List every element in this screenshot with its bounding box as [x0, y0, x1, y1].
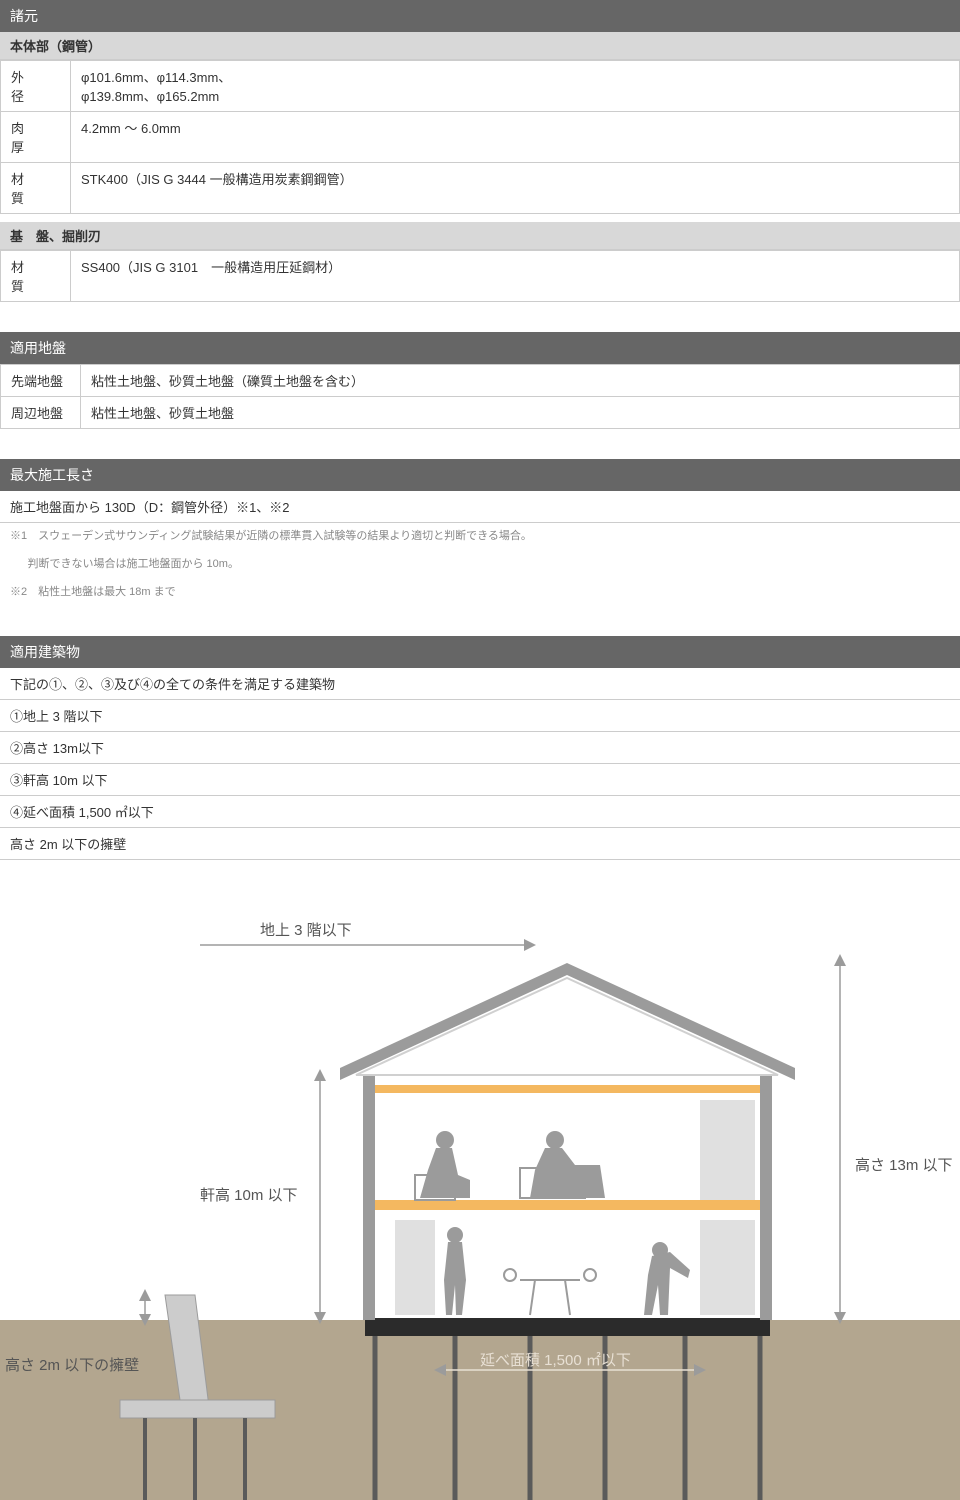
spec-base-table: 材 質SS400（JIS G 3101 一般構造用圧延鋼材）: [0, 250, 960, 302]
diagram-person-standing: [444, 1227, 466, 1315]
spec-value: SS400（JIS G 3101 一般構造用圧延鋼材）: [71, 251, 960, 302]
diagram-table: [504, 1269, 596, 1315]
diagram-wall-right: [760, 1075, 772, 1320]
spec-body-table: 外 径φ101.6mm、φ114.3mm、 φ139.8mm、φ165.2mm …: [0, 60, 960, 214]
diagram-wall-left: [363, 1075, 375, 1320]
building-intro: 下記の①、②、③及び④の全ての条件を満足する建築物: [0, 668, 960, 700]
diagram-label-eave: 軒高 10m 以下: [200, 1187, 298, 1204]
building-item: ③軒高 10m 以下: [0, 764, 960, 796]
diagram-label-height: 高さ 13m 以下: [855, 1157, 953, 1174]
sub-header-base: 基 盤、掘削刃: [0, 222, 960, 250]
building-extra: 高さ 2m 以下の擁壁: [0, 828, 960, 860]
diagram-label-floors: 地上 3 階以下: [260, 922, 352, 939]
spec-label: 肉 厚: [1, 112, 71, 163]
length-note: ※1 スウェーデン式サウンディング試験結果が近隣の標準貫入試験等の結果より適切と…: [0, 523, 960, 551]
diagram-label-wall: 高さ 2m 以下の擁壁: [5, 1357, 139, 1374]
spec-value: STK400（JIS G 3444 一般構造用炭素鋼鋼管）: [71, 163, 960, 214]
diagram-foundation: [365, 1318, 770, 1336]
diagram-roof: [340, 963, 795, 1080]
building-diagram: 地上 3 階以下 高さ 13m 以下 軒高 10m 以下 延べ面積 1,500 …: [0, 880, 960, 1500]
spec-value: 4.2mm ～ 6.0mm: [71, 112, 960, 163]
length-main: 施工地盤面から 130D（D：鋼管外径）※1、※2: [0, 491, 960, 523]
length-note: 判断できない場合は施工地盤面から 10m。: [0, 551, 960, 579]
building-item: ①地上 3 階以下: [0, 700, 960, 732]
diagram-person-sitting-1: [415, 1131, 470, 1200]
section-header-length: 最大施工長さ: [0, 459, 960, 491]
ground-table: 先端地盤粘性土地盤、砂質土地盤（礫質土地盤を含む） 周辺地盤粘性土地盤、砂質土地…: [0, 364, 960, 429]
sub-header-body: 本体部（鋼管）: [0, 32, 960, 60]
ground-label: 先端地盤: [1, 365, 81, 397]
diagram-ceiling: [375, 1085, 760, 1093]
ground-value: 粘性土地盤、砂質土地盤（礫質土地盤を含む）: [81, 365, 960, 397]
diagram-label-area: 延べ面積 1,500 ㎡以下: [480, 1352, 631, 1369]
spec-label: 材 質: [1, 251, 71, 302]
spec-value: φ101.6mm、φ114.3mm、 φ139.8mm、φ165.2mm: [71, 61, 960, 112]
ground-label: 周辺地盤: [1, 397, 81, 429]
diagram-person-bending: [644, 1242, 690, 1315]
diagram-floor-2: [375, 1200, 760, 1210]
section-header-building: 適用建築物: [0, 636, 960, 668]
section-header-ground: 適用地盤: [0, 332, 960, 364]
diagram-person-sitting-2: [520, 1131, 605, 1198]
spec-label: 材 質: [1, 163, 71, 214]
building-item: ④延べ面積 1,500 ㎡以下: [0, 796, 960, 828]
spec-label: 外 径: [1, 61, 71, 112]
ground-value: 粘性土地盤、砂質土地盤: [81, 397, 960, 429]
building-item: ②高さ 13m以下: [0, 732, 960, 764]
section-header-spec: 諸元: [0, 0, 960, 32]
length-note: ※2 粘性土地盤は最大 18m まで: [0, 579, 960, 607]
